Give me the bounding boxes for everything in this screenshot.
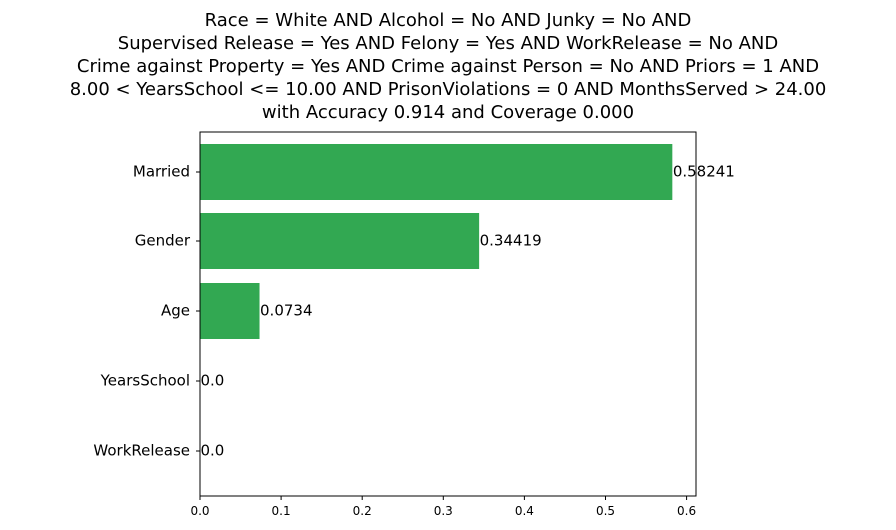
y-tick-label: Gender <box>135 232 191 250</box>
x-tick-label: 0.0 <box>190 504 209 518</box>
x-tick-label: 0.1 <box>272 504 291 518</box>
data-label: 0.34419 <box>480 232 542 250</box>
bar-gender <box>200 213 480 269</box>
x-tick-label: 0.4 <box>515 504 534 518</box>
data-label: 0.58241 <box>673 163 735 181</box>
y-tick-label: YearsSchool <box>100 372 190 390</box>
chart-title-line: Crime against Property = Yes AND Crime a… <box>77 56 819 77</box>
x-tick-label: 0.5 <box>596 504 615 518</box>
chart-title-line: with Accuracy 0.914 and Coverage 0.000 <box>262 102 634 123</box>
data-labels: 0.58241 0.34419 0.0734 0.0 0.0 <box>201 163 735 460</box>
chart-title-line: Supervised Release = Yes AND Felony = Ye… <box>118 33 778 54</box>
y-tick-label: WorkRelease <box>93 442 190 460</box>
x-tick-label: 0.2 <box>353 504 372 518</box>
chart-title: Race = White AND Alcohol = No AND Junky … <box>70 10 827 123</box>
plot-frame <box>199 131 697 497</box>
bar-age <box>200 283 260 339</box>
x-tick-label: 0.6 <box>677 504 696 518</box>
data-label: 0.0 <box>201 372 225 390</box>
axis-ticks: Married Gender Age YearsSchool WorkRelease 0.… <box>93 163 696 519</box>
data-label: 0.0734 <box>260 302 313 320</box>
y-tick-label: Married <box>133 163 190 181</box>
bars <box>200 144 673 339</box>
data-label: 0.0 <box>201 442 225 460</box>
y-tick-label: Age <box>161 302 190 320</box>
chart-title-line: Race = White AND Alcohol = No AND Junky … <box>205 10 692 31</box>
chart-title-line: 8.00 < YearsSchool <= 10.00 AND PrisonVi… <box>70 79 827 100</box>
bar-married <box>200 144 673 200</box>
x-tick-label: 0.3 <box>434 504 453 518</box>
